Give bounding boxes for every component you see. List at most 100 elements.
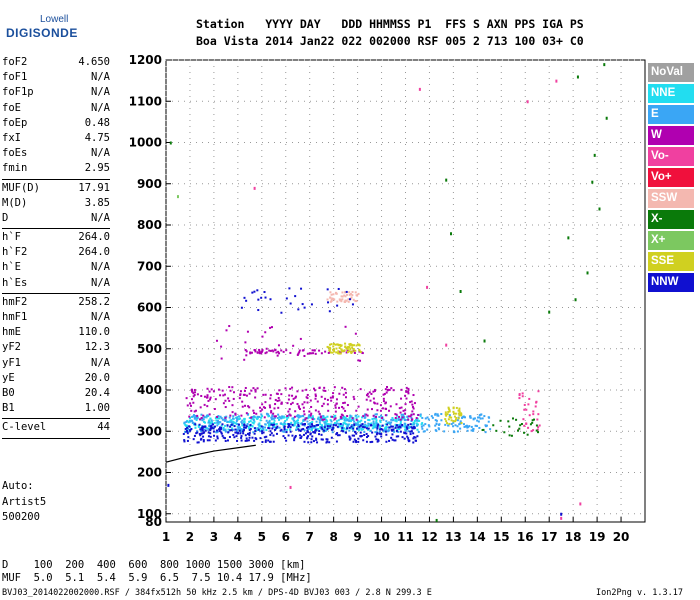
echo-point xyxy=(309,399,312,402)
echo-point xyxy=(495,429,498,432)
echo-point xyxy=(351,417,354,420)
echo-point xyxy=(372,424,375,427)
param-value: 3.85 xyxy=(84,196,110,209)
echo-point xyxy=(346,427,349,430)
echo-point xyxy=(219,421,222,424)
echo-point xyxy=(226,424,229,427)
echo-point xyxy=(450,416,453,419)
echo-point xyxy=(246,330,249,333)
echo-point xyxy=(388,439,391,442)
echo-point xyxy=(226,425,229,428)
param-value: N/A xyxy=(91,211,110,224)
echo-point xyxy=(282,416,285,419)
echo-point xyxy=(206,414,209,417)
echo-point xyxy=(404,394,407,397)
echo-point xyxy=(195,432,198,435)
x-tick-label: 12 xyxy=(421,530,438,544)
param-row: fxI 4.75 xyxy=(2,132,110,147)
echo-point xyxy=(310,352,313,355)
echo-point xyxy=(186,426,189,429)
echo-point xyxy=(404,403,407,406)
param-value: 264.0 xyxy=(78,231,110,244)
echo-point xyxy=(300,428,303,431)
echo-point xyxy=(192,423,195,426)
echo-point xyxy=(419,415,422,418)
echo-point xyxy=(525,422,528,425)
echo-point xyxy=(395,429,398,432)
echo-point xyxy=(202,440,205,443)
echo-point xyxy=(273,421,276,424)
echo-point xyxy=(314,427,317,430)
echo-point xyxy=(202,414,205,417)
echo-point xyxy=(523,424,526,427)
echo-point xyxy=(292,418,295,421)
echo-point xyxy=(333,422,336,425)
echo-point xyxy=(331,415,334,418)
echo-point xyxy=(199,428,202,431)
param-value: 110.0 xyxy=(78,326,110,339)
echo-point xyxy=(472,427,475,430)
param-value: N/A xyxy=(91,356,110,369)
echo-point xyxy=(337,422,340,425)
param-value: N/A xyxy=(91,276,110,289)
echo-point xyxy=(285,439,288,442)
echo-point xyxy=(246,439,249,442)
echo-point xyxy=(192,438,195,441)
echo-point xyxy=(196,414,199,417)
echo-point xyxy=(426,428,429,431)
echo-point xyxy=(302,423,305,426)
echo-point xyxy=(229,425,232,428)
echo-point xyxy=(190,409,193,412)
echo-point xyxy=(344,409,347,412)
echo-point xyxy=(301,389,304,392)
echo-point xyxy=(363,434,366,437)
echo-point xyxy=(227,428,230,431)
echo-point xyxy=(207,435,210,438)
echo-point xyxy=(362,439,365,442)
echo-point xyxy=(230,421,233,424)
echo-point xyxy=(352,395,355,398)
echo-point xyxy=(319,417,322,420)
echo-point xyxy=(340,300,343,303)
echo-point xyxy=(280,402,283,405)
echo-point xyxy=(407,430,410,433)
echo-point xyxy=(304,418,307,421)
echo-point xyxy=(349,342,352,345)
echo-point xyxy=(289,485,292,489)
echo-point xyxy=(375,415,378,418)
echo-point xyxy=(301,349,304,352)
echo-point xyxy=(303,306,306,309)
echo-point xyxy=(352,425,355,428)
echo-point xyxy=(428,425,431,428)
echo-point xyxy=(288,428,291,431)
echo-point xyxy=(244,341,247,344)
echo-point xyxy=(420,423,423,426)
echo-point xyxy=(355,414,358,417)
y-tick-label: 1200 xyxy=(129,53,162,67)
echo-point xyxy=(318,419,321,422)
param-separator xyxy=(2,228,110,230)
echo-point xyxy=(459,422,462,425)
echo-point xyxy=(373,417,376,420)
echo-point xyxy=(395,403,398,406)
echo-point xyxy=(308,414,311,417)
echo-point xyxy=(234,428,237,431)
echo-point xyxy=(258,348,261,351)
echo-point xyxy=(591,180,594,184)
echo-point xyxy=(285,431,288,434)
echo-point xyxy=(407,437,410,440)
echo-point xyxy=(412,421,415,424)
echo-point xyxy=(369,399,372,402)
echo-point xyxy=(317,410,320,413)
echo-point xyxy=(314,409,317,412)
echo-point xyxy=(458,414,461,417)
echo-point xyxy=(208,413,211,416)
echo-point xyxy=(216,437,219,440)
echo-point xyxy=(463,425,466,428)
echo-point xyxy=(296,353,299,356)
param-name: fmin xyxy=(2,162,28,175)
echo-point xyxy=(228,435,231,438)
x-tick-label: 11 xyxy=(397,530,414,544)
echo-point xyxy=(243,426,246,429)
echo-point xyxy=(363,424,366,427)
